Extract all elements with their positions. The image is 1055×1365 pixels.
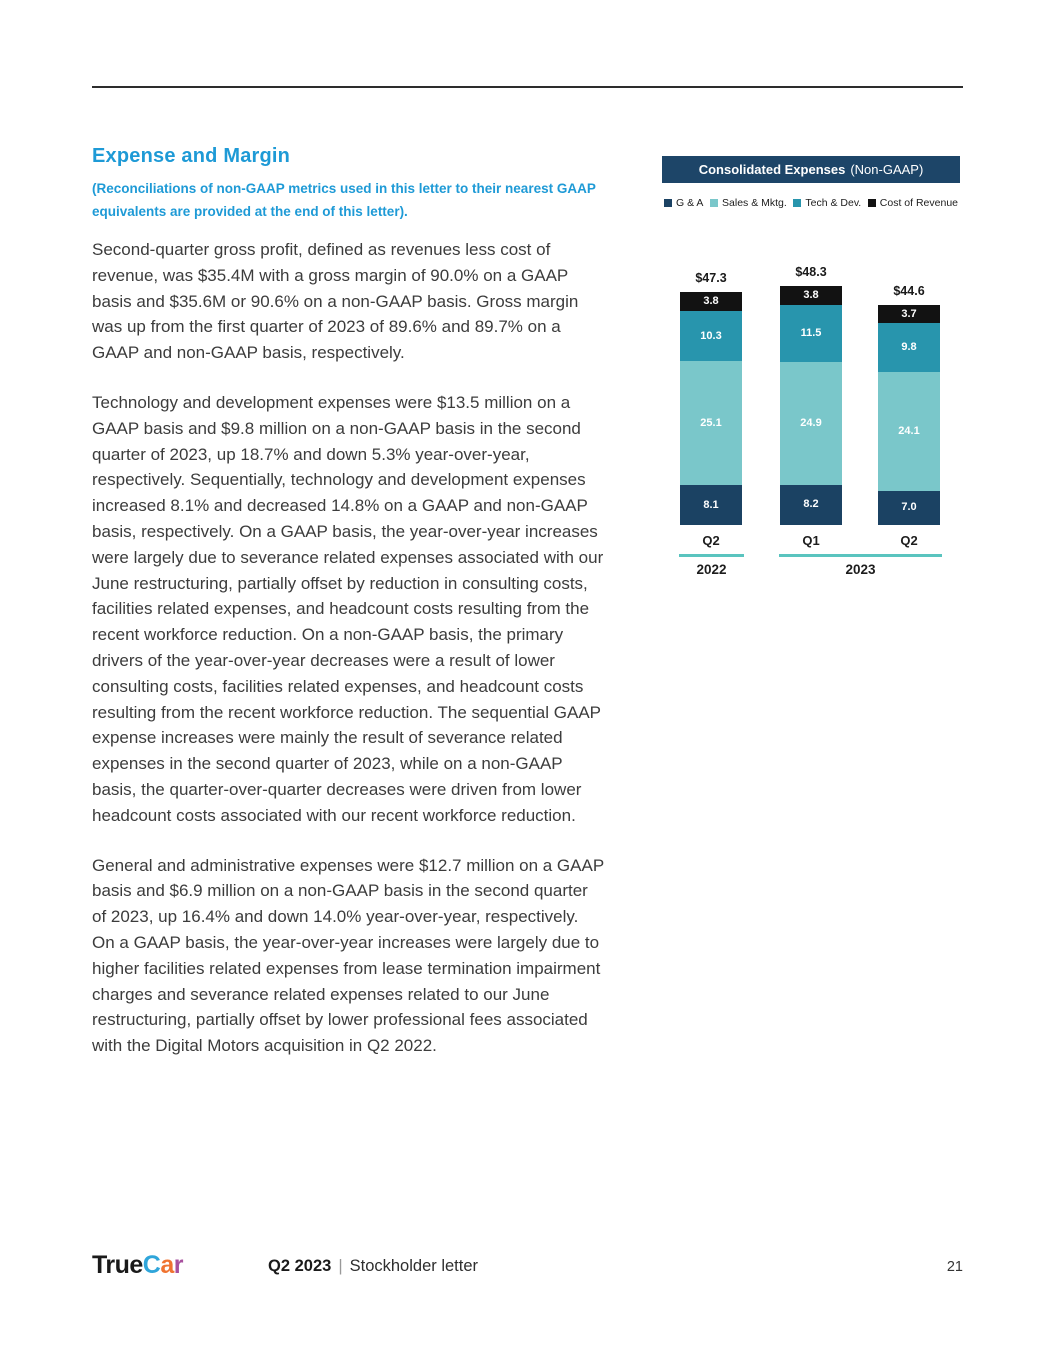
bar-segment-cost-of-revenue: 3.8 xyxy=(780,286,842,306)
bar-segment-g-a: 7.0 xyxy=(878,490,940,525)
bar-segment-tech-dev: 9.8 xyxy=(878,323,940,372)
year-underline-2023 xyxy=(779,554,942,557)
bar-quarter-label: Q1 xyxy=(802,533,820,548)
bar-group-2: 8.2 24.9 11.5 3.8 $48.3 Q1 xyxy=(780,265,842,548)
legend-swatch-icon xyxy=(664,199,672,207)
legend-swatch-icon xyxy=(867,199,876,207)
bar-total-label: $47.3 xyxy=(695,270,727,285)
year-underline-2022 xyxy=(679,554,744,557)
legend-label: Tech & Dev. xyxy=(805,197,862,209)
bar-total-label: $48.3 xyxy=(795,265,827,280)
chart-title-regular: (Non-GAAP) xyxy=(850,162,924,177)
bar-segment-g-a: 8.2 xyxy=(780,484,842,525)
bar-segment-sales-mktg: 24.9 xyxy=(780,361,842,485)
paragraph-gross-profit: Second-quarter gross profit, defined as … xyxy=(92,240,579,363)
legend-item-cost-of-revenue: Cost of Revenue xyxy=(867,197,958,209)
bar-segment-cost-of-revenue: 3.7 xyxy=(878,305,940,324)
paragraph-general-admin-expenses: General and administrative expenses were… xyxy=(92,855,604,1056)
bar-segment-sales-mktg: 24.1 xyxy=(878,371,940,491)
chart-title-bold: Consolidated Expenses xyxy=(698,162,846,177)
bar-segment-tech-dev: 11.5 xyxy=(780,305,842,362)
bar-segment-tech-dev: 10.3 xyxy=(680,310,742,362)
bar-group-3: 7.0 24.1 9.8 3.7 $44.6 Q2 xyxy=(878,284,940,548)
legend-label: G & A xyxy=(676,197,704,209)
legend-label: Cost of Revenue xyxy=(879,197,958,209)
year-label-2022: 2022 xyxy=(696,562,727,577)
bar-quarter-label: Q2 xyxy=(900,533,918,548)
legend-swatch-icon xyxy=(793,199,802,207)
body-text-column: Second-quarter gross profit, defined as … xyxy=(92,237,604,1083)
logo-letter-c: C xyxy=(142,1251,161,1279)
section-heading: Expense and Margin xyxy=(92,145,291,167)
truecar-logo: TrueCar xyxy=(92,1251,184,1280)
legend-swatch-icon xyxy=(710,199,719,207)
bar-total-label: $44.6 xyxy=(893,284,925,299)
footer-quarter: Q2 2023 xyxy=(268,1257,332,1275)
bar-segment-cost-of-revenue: 3.8 xyxy=(680,291,742,311)
logo-letter-a: a xyxy=(160,1251,174,1279)
paragraph-tech-dev-expenses: Technology and development expenses were… xyxy=(92,392,604,825)
chart-plot: 8.1 25.1 10.3 3.8 $47.3 Q2 8.2 24.9 11.5 3.8 $48.3… xyxy=(662,250,960,595)
legend-item-sales-mktg: Sales & Mktg. xyxy=(710,197,787,209)
section-subtitle: (Reconciliations of non-GAAP metrics use… xyxy=(92,181,596,219)
legend-label: Sales & Mktg. xyxy=(722,197,787,209)
bar-quarter-label: Q2 xyxy=(702,533,720,548)
bar-segment-sales-mktg: 25.1 xyxy=(680,361,742,486)
page-number: 21 xyxy=(946,1259,963,1275)
legend-item-g-a: G & A xyxy=(664,197,703,209)
chart-title-bar: Consolidated Expenses (Non-GAAP) xyxy=(662,156,960,183)
logo-letter-true: True xyxy=(92,1251,143,1279)
bar-segment-g-a: 8.1 xyxy=(680,485,742,525)
top-divider-rule xyxy=(92,86,963,88)
legend-item-tech-dev: Tech & Dev. xyxy=(793,197,861,209)
footer-caption: Q2 2023 | Stockholder letter xyxy=(268,1257,478,1276)
year-label-2023: 2023 xyxy=(845,562,876,577)
footer-separator: | xyxy=(338,1257,343,1275)
logo-letter-r: r xyxy=(173,1251,184,1279)
bar-group-1: 8.1 25.1 10.3 3.8 $47.3 Q2 xyxy=(680,271,742,548)
chart-legend: G & A Sales & Mktg. Tech & Dev. Cost of Rev… xyxy=(664,197,958,209)
footer-label: Stockholder letter xyxy=(349,1257,479,1275)
